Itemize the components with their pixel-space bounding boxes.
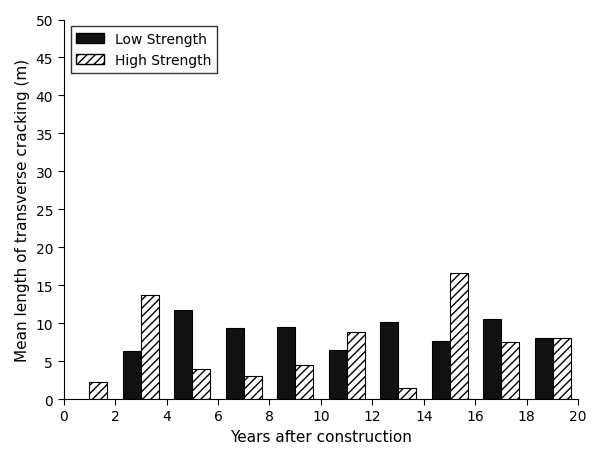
Y-axis label: Mean length of transverse cracking (m): Mean length of transverse cracking (m) — [15, 59, 30, 361]
Bar — [535, 339, 553, 399]
Bar — [295, 365, 313, 399]
Bar — [192, 369, 210, 399]
Bar — [398, 388, 416, 399]
Bar — [347, 332, 365, 399]
Bar — [380, 323, 398, 399]
Bar — [329, 350, 347, 399]
Bar — [277, 327, 295, 399]
Bar — [432, 341, 450, 399]
Bar — [123, 352, 141, 399]
Bar — [483, 319, 501, 399]
Bar — [501, 342, 519, 399]
Bar — [141, 296, 159, 399]
Bar — [244, 376, 262, 399]
X-axis label: Years after construction: Years after construction — [230, 429, 412, 444]
Bar — [553, 339, 571, 399]
Bar — [450, 274, 468, 399]
Bar — [174, 311, 192, 399]
Legend: Low Strength, High Strength: Low Strength, High Strength — [70, 28, 217, 73]
Bar — [89, 382, 107, 399]
Bar — [226, 328, 244, 399]
